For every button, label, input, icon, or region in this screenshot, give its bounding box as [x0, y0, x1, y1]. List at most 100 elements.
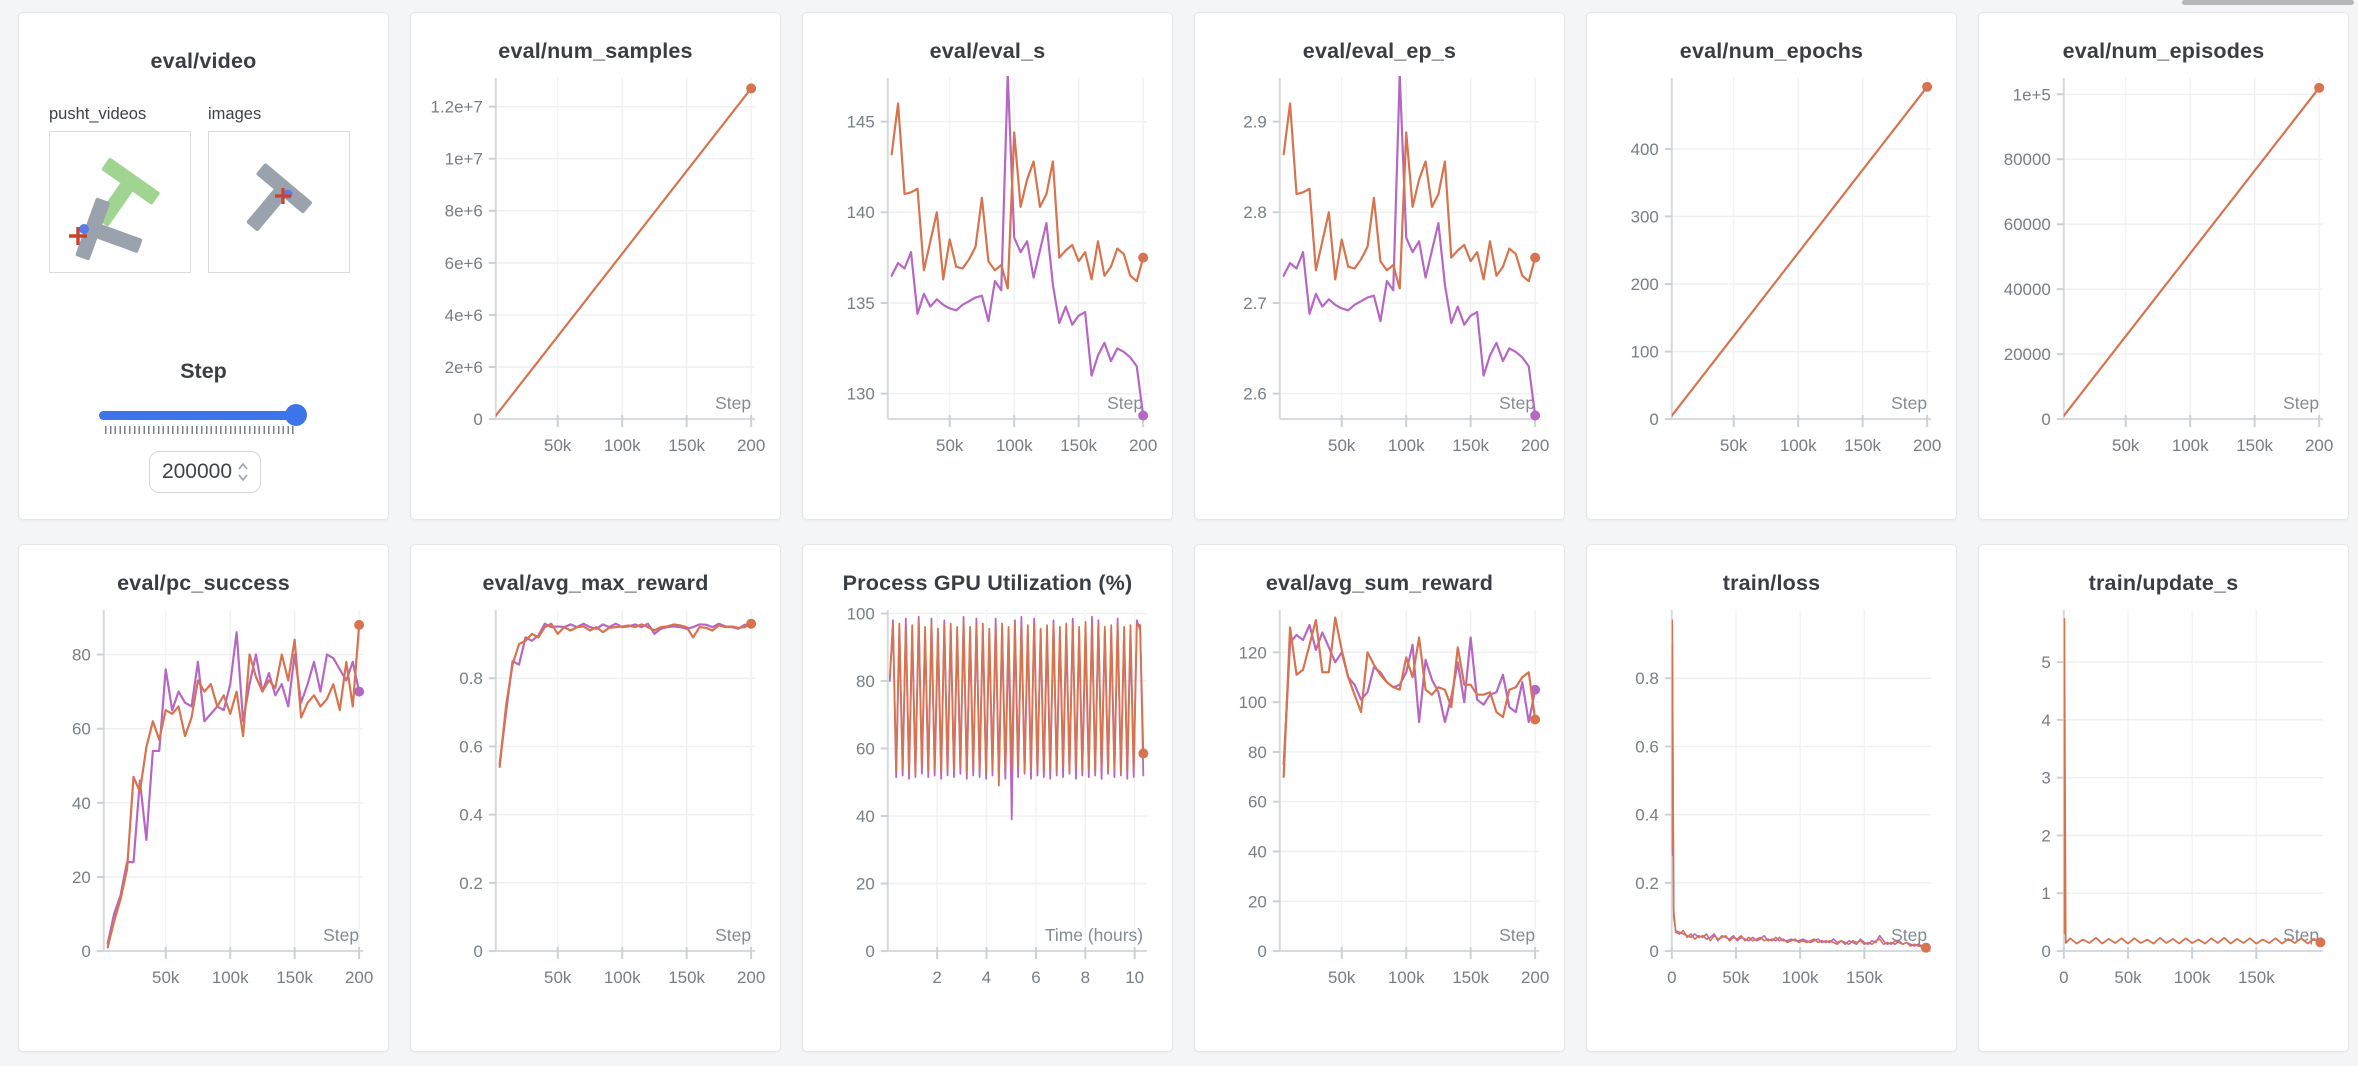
svg-text:300: 300	[1631, 207, 1659, 226]
chart-eval-avg-sum-reward[interactable]: 0 20 40 60 80 100 120 50k 100k 150k 200 Step	[1208, 600, 1551, 999]
svg-text:4e+6: 4e+6	[445, 306, 483, 325]
svg-text:40000: 40000	[2004, 280, 2051, 299]
step-slider[interactable]	[99, 404, 307, 426]
svg-text:0.6: 0.6	[1635, 737, 1659, 756]
svg-text:8e+6: 8e+6	[445, 202, 483, 221]
svg-text:1.2e+7: 1.2e+7	[431, 98, 483, 117]
chart-eval-num-epochs[interactable]: 0 100 200 300 400 50k 100k 150k 200 Step	[1600, 68, 1943, 467]
svg-text:60: 60	[1248, 793, 1267, 812]
target-cross	[69, 227, 87, 245]
svg-text:200: 200	[2305, 436, 2333, 455]
step-slider-thumb[interactable]	[285, 404, 307, 426]
svg-text:200: 200	[1129, 436, 1157, 455]
svg-text:150k: 150k	[276, 968, 313, 987]
svg-text:0.4: 0.4	[1635, 806, 1659, 825]
svg-text:80: 80	[72, 646, 91, 665]
svg-text:150k: 150k	[2238, 968, 2275, 987]
svg-text:200: 200	[1521, 968, 1549, 987]
panel-eval-eval-s: eval/eval_s 130 135 140 145 50k 100k 150k 200 St…	[802, 12, 1173, 520]
svg-text:0.8: 0.8	[459, 669, 483, 688]
svg-text:50k: 50k	[2114, 968, 2142, 987]
svg-text:2.6: 2.6	[1243, 385, 1267, 404]
svg-text:0: 0	[865, 942, 874, 961]
panel-eval-avg-sum-reward: eval/avg_sum_reward 0 20 40 60 80 100 120 50k 10…	[1194, 544, 1565, 1052]
svg-text:200: 200	[345, 968, 373, 987]
panel-gpu-utilization: Process GPU Utilization (%) 0 20 40 60 80 100…	[802, 544, 1173, 1052]
svg-text:200: 200	[1521, 436, 1549, 455]
panel-title: eval/pc_success	[117, 571, 290, 595]
svg-text:100k: 100k	[212, 968, 249, 987]
chart-eval-eval-ep-s[interactable]: 2.6 2.7 2.8 2.9 50k 100k 150k 200 Step	[1208, 68, 1551, 467]
pusht-videos-thumbnail[interactable]	[49, 131, 191, 273]
svg-text:2: 2	[932, 968, 941, 987]
svg-text:50k: 50k	[1328, 436, 1356, 455]
svg-text:Step: Step	[1499, 925, 1535, 945]
svg-text:50k: 50k	[1720, 436, 1748, 455]
svg-text:100k: 100k	[2172, 436, 2209, 455]
svg-text:0: 0	[1649, 942, 1658, 961]
stepper-chevrons-icon[interactable]	[238, 461, 248, 483]
svg-text:Step: Step	[1107, 393, 1143, 413]
svg-text:150k: 150k	[668, 436, 705, 455]
svg-text:20000: 20000	[2004, 345, 2051, 364]
svg-text:0.4: 0.4	[459, 806, 483, 825]
images-thumbnail[interactable]	[208, 131, 350, 273]
svg-text:100k: 100k	[604, 436, 641, 455]
svg-text:2.8: 2.8	[1243, 203, 1267, 222]
svg-text:1e+7: 1e+7	[445, 150, 483, 169]
chart-eval-num-episodes[interactable]: 0 20000 40000 60000 80000 1e+5 50k 100k 150k 200 S…	[1992, 68, 2335, 467]
svg-text:100k: 100k	[996, 436, 1033, 455]
svg-text:2.7: 2.7	[1243, 294, 1267, 313]
svg-text:100: 100	[1239, 693, 1267, 712]
images-scene-image	[246, 163, 312, 231]
svg-text:0: 0	[2041, 942, 2050, 961]
svg-text:60000: 60000	[2004, 215, 2051, 234]
pusht-scene-image	[69, 158, 160, 261]
svg-text:6: 6	[1031, 968, 1040, 987]
svg-text:100k: 100k	[604, 968, 641, 987]
panel-eval-num-samples: eval/num_samples 0 2e+6 4e+6 6e+6 8e+6 1e+7 1.…	[410, 12, 781, 520]
svg-text:60: 60	[72, 720, 91, 739]
svg-text:0: 0	[81, 942, 90, 961]
svg-text:200: 200	[1631, 275, 1659, 294]
svg-text:Time (hours): Time (hours)	[1045, 925, 1143, 945]
svg-text:0.2: 0.2	[459, 874, 483, 893]
svg-text:80: 80	[1248, 743, 1267, 762]
svg-text:Step: Step	[323, 925, 359, 945]
svg-text:0: 0	[1649, 410, 1658, 429]
svg-text:Step: Step	[1891, 393, 1927, 413]
svg-text:2: 2	[2041, 826, 2050, 845]
panel-title: eval/num_samples	[498, 39, 693, 63]
chart-train-update-s[interactable]: 0 1 2 3 4 5 0 50k 100k 150k Step	[1992, 600, 2335, 999]
svg-text:150k: 150k	[1846, 968, 1883, 987]
svg-text:0.6: 0.6	[459, 737, 483, 756]
svg-text:1: 1	[2041, 884, 2050, 903]
chart-eval-pc-success[interactable]: 0 20 40 60 80 50k 100k 150k 200 Step	[32, 600, 375, 999]
svg-text:1e+5: 1e+5	[2013, 85, 2051, 104]
chart-eval-num-samples[interactable]: 0 2e+6 4e+6 6e+6 8e+6 1e+7 1.2e+7 50k 100k 150k 20…	[424, 68, 767, 467]
chart-eval-eval-s[interactable]: 130 135 140 145 50k 100k 150k 200 Step	[816, 68, 1159, 467]
chart-eval-avg-max-reward[interactable]: 0 0.2 0.4 0.6 0.8 50k 100k 150k 200 Step	[424, 600, 767, 999]
chart-gpu-utilization[interactable]: 0 20 40 60 80 100 2 4 6 8 10 Time (hours)	[816, 600, 1159, 999]
svg-text:100k: 100k	[1388, 436, 1425, 455]
svg-text:Step: Step	[2283, 925, 2319, 945]
svg-text:80000: 80000	[2004, 150, 2051, 169]
svg-text:20: 20	[856, 875, 875, 894]
svg-text:Step: Step	[1891, 925, 1927, 945]
svg-text:150k: 150k	[2236, 436, 2273, 455]
svg-text:400: 400	[1631, 140, 1659, 159]
svg-text:8: 8	[1081, 968, 1090, 987]
scrollbar-thumb[interactable]	[2182, 0, 2354, 5]
svg-text:0: 0	[1667, 968, 1676, 987]
svg-text:50k: 50k	[1722, 968, 1750, 987]
chart-train-loss[interactable]: 0 0.2 0.4 0.6 0.8 0 50k 100k 150k Step	[1600, 600, 1943, 999]
svg-text:200: 200	[1913, 436, 1941, 455]
step-input[interactable]: 200000	[149, 451, 261, 493]
svg-text:135: 135	[847, 294, 875, 313]
panel-train-update-s: train/update_s 0 1 2 3 4 5 0 50k 100k 150k Step	[1978, 544, 2349, 1052]
svg-text:80: 80	[856, 672, 875, 691]
svg-text:0: 0	[473, 942, 482, 961]
svg-text:2.9: 2.9	[1243, 113, 1267, 132]
svg-text:0: 0	[1257, 942, 1266, 961]
